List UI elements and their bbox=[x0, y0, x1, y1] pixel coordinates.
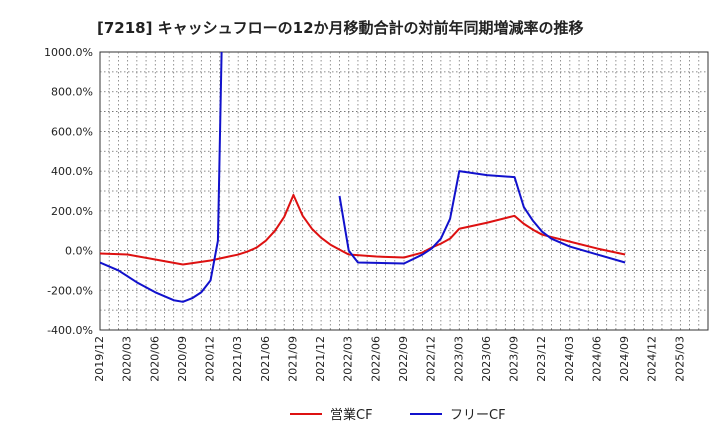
x-tick-label: 2025/03 bbox=[673, 336, 686, 382]
x-tick-label: 2022/06 bbox=[369, 336, 382, 382]
x-tick-label: 2020/12 bbox=[204, 336, 217, 382]
x-tick-label: 2023/09 bbox=[508, 336, 521, 382]
series-line-operating-cf bbox=[100, 193, 626, 266]
x-tick-label: 2019/12 bbox=[93, 336, 106, 382]
y-tick-label: 800.0% bbox=[51, 86, 93, 99]
axis-layer: 1000.0% 800.0% 600.0% 400.0% 200.0% 0.0% -200.… bbox=[44, 46, 686, 382]
y-tick-label: 200.0% bbox=[51, 205, 93, 218]
x-tick-label: 2023/12 bbox=[535, 336, 548, 382]
x-tick-label: 2020/06 bbox=[148, 336, 161, 382]
x-tick-label: 2021/09 bbox=[286, 336, 299, 382]
x-tick-label: 2021/06 bbox=[259, 336, 272, 382]
grid-layer bbox=[99, 51, 709, 331]
x-tick-label: 2020/03 bbox=[121, 336, 134, 382]
x-tick-label: 2024/03 bbox=[563, 336, 576, 382]
x-tick-label: 2022/09 bbox=[397, 336, 410, 382]
x-tick-label: 2022/03 bbox=[342, 336, 355, 382]
y-tick-label: 400.0% bbox=[51, 165, 93, 178]
series-line-free-cf-part1 bbox=[100, 52, 223, 303]
y-tick-label: 1000.0% bbox=[44, 46, 93, 59]
x-tick-label: 2023/06 bbox=[480, 336, 493, 382]
legend-label-operating-cf: 営業CF bbox=[330, 407, 373, 423]
chart-title: [7218] キャッシュフローの12か月移動合計の対前年同期増減率の推移 bbox=[97, 19, 584, 37]
y-tick-label: 0.0% bbox=[65, 245, 93, 258]
y-tick-label: 600.0% bbox=[51, 125, 93, 138]
x-tick-label: 2021/12 bbox=[314, 336, 327, 382]
x-tick-label: 2021/03 bbox=[231, 336, 244, 382]
x-tick-label: 2022/12 bbox=[425, 336, 438, 382]
x-tick-label: 2024/12 bbox=[646, 336, 659, 382]
legend-label-free-cf: フリーCF bbox=[450, 408, 506, 423]
y-tick-label: -200.0% bbox=[47, 284, 93, 297]
series-layer bbox=[100, 52, 626, 303]
x-tick-label: 2024/06 bbox=[590, 336, 603, 382]
y-tick-label: -400.0% bbox=[47, 324, 93, 337]
x-tick-label: 2024/09 bbox=[618, 336, 631, 382]
x-tick-label: 2023/03 bbox=[452, 336, 465, 382]
series-line-free-cf-part2 bbox=[338, 170, 626, 265]
x-tick-label: 2020/09 bbox=[176, 336, 189, 382]
legend: 営業CF フリーCF bbox=[290, 407, 506, 423]
